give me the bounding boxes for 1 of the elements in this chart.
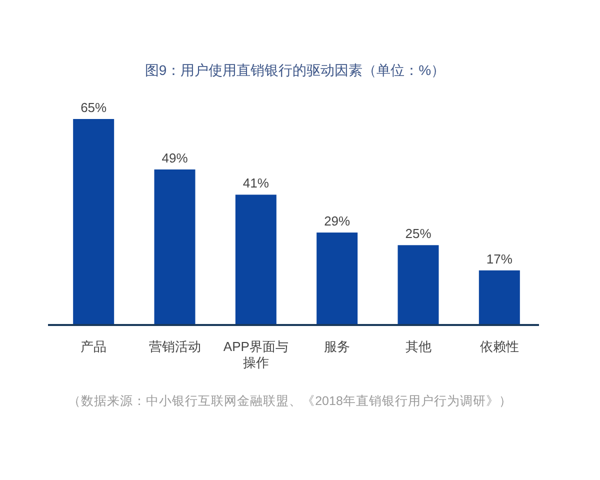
title: 图9：用户使用直销银行的驱动因素（单位：%）: [144, 62, 446, 78]
